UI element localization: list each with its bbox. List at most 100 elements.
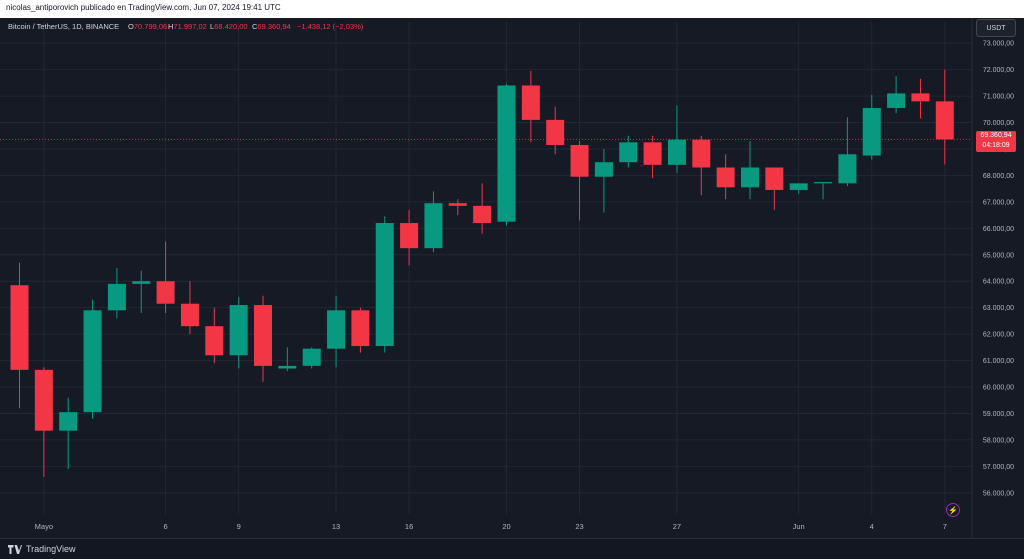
candle: [375, 216, 394, 353]
candle-body: [814, 182, 833, 184]
candle-body: [10, 285, 29, 370]
y-tick-label: 72.000,00: [983, 67, 1014, 74]
candle: [473, 183, 492, 234]
candle: [765, 167, 784, 210]
candle-body: [789, 183, 808, 190]
candle-body: [643, 142, 662, 165]
candle-body: [400, 223, 419, 249]
candle: [302, 347, 321, 369]
x-tick-label: 7: [943, 522, 947, 531]
tradingview-brand[interactable]: TradingView: [8, 544, 76, 554]
x-tick-label: 20: [502, 522, 510, 531]
candle-body: [424, 203, 443, 249]
candle: [741, 141, 759, 200]
candle-body: [887, 93, 906, 108]
chart-area[interactable]: 56.000,00 57.000,00 58.000,00 59.000,00 60.0…: [0, 18, 1024, 538]
candle-body: [935, 101, 954, 140]
bar-countdown: 04:18:09: [982, 142, 1010, 149]
candle-body: [911, 93, 930, 102]
currency-selector[interactable]: USDT: [976, 19, 1016, 37]
candle: [716, 154, 735, 200]
grid-layer: [0, 18, 973, 538]
y-tick-label: 61.000,00: [983, 358, 1014, 365]
last-price-tag: 69.360,94 04:18:09: [976, 131, 1016, 152]
publisher-line: nicolas_antiporovich publicado en Tradin…: [6, 3, 281, 12]
x-tick-label: 16: [405, 522, 413, 531]
ohlc-low: L68.420,00: [210, 22, 248, 31]
x-tick-label: 6: [164, 522, 168, 531]
y-tick-label: 62.000,00: [983, 332, 1014, 339]
candle-body: [619, 142, 638, 163]
lightning-icon[interactable]: ⚡: [946, 503, 960, 517]
candle-body: [448, 203, 467, 206]
candle: [278, 347, 297, 372]
brand-name: TradingView: [26, 544, 76, 554]
candle: [229, 297, 248, 369]
candle-layer: [10, 69, 954, 477]
candle: [400, 209, 419, 266]
candle-body: [302, 348, 321, 366]
ohlc-close: C69.360,94: [252, 22, 291, 31]
candle: [448, 199, 467, 216]
candle: [838, 117, 857, 186]
candle: [34, 367, 53, 477]
candle: [667, 105, 686, 173]
candle: [107, 268, 126, 319]
candle: [692, 135, 711, 196]
candle: [911, 78, 930, 119]
candle: [570, 141, 589, 221]
y-tick-label: 56.000,00: [983, 490, 1014, 497]
x-tick-label: 4: [870, 522, 874, 531]
candle: [83, 299, 102, 419]
candle: [132, 270, 151, 313]
x-tick-label: Mayo: [35, 522, 53, 531]
candle-body: [278, 365, 297, 369]
x-tick-label: 23: [575, 522, 583, 531]
x-tick-label: 9: [237, 522, 241, 531]
y-tick-label: 63.000,00: [983, 305, 1014, 312]
y-tick-label: 59.000,00: [983, 411, 1014, 418]
candle: [205, 307, 224, 364]
x-tick-label: 13: [332, 522, 340, 531]
candle-body: [59, 412, 78, 431]
candle: [424, 191, 443, 253]
y-tick-label: 58.000,00: [983, 437, 1014, 444]
candle: [327, 295, 346, 368]
tradingview-logo-icon: [8, 544, 22, 554]
x-tick-label: Jun: [793, 522, 805, 531]
candle-body: [107, 283, 126, 311]
y-tick-label: 66.000,00: [983, 226, 1014, 233]
candle-body: [741, 167, 759, 188]
candle: [935, 69, 954, 165]
candle-body: [205, 326, 224, 356]
candle: [254, 295, 272, 382]
publisher-bar: nicolas_antiporovich publicado en Tradin…: [0, 0, 1024, 18]
candle: [59, 397, 78, 470]
y-tick-label: 73.000,00: [983, 41, 1014, 48]
legend-line: Bitcoin / TetherUS, 1D, BINANCE O70.799,…: [8, 22, 364, 31]
candle: [594, 148, 613, 213]
ohlc-high: H71.997,02: [168, 22, 207, 31]
x-axis-labels: Mayo 6 9 13 16 20 23 27 Jun 4 7: [35, 522, 947, 531]
y-tick-label: 71.000,00: [983, 94, 1014, 101]
candle-body: [521, 85, 540, 120]
candle-body: [156, 281, 175, 304]
candle: [887, 76, 906, 114]
candle: [351, 307, 370, 353]
candle-body: [716, 167, 735, 188]
y-tick-label: 64.000,00: [983, 279, 1014, 286]
candlestick-chart[interactable]: 56.000,00 57.000,00 58.000,00 59.000,00 60.0…: [0, 18, 1024, 538]
candle: [521, 70, 540, 143]
y-tick-label: 68.000,00: [983, 173, 1014, 180]
candle-body: [838, 154, 857, 184]
candle-body: [229, 305, 248, 356]
candle-body: [83, 310, 102, 413]
candle-body: [497, 85, 516, 222]
candle-body: [180, 303, 199, 327]
candle-body: [862, 107, 881, 156]
candle-body: [473, 205, 492, 224]
candle: [862, 94, 881, 160]
candle-body: [692, 139, 711, 168]
y-axis-labels: 56.000,00 57.000,00 58.000,00 59.000,00 60.0…: [983, 41, 1014, 498]
last-price-value: 69.360,94: [980, 132, 1012, 139]
